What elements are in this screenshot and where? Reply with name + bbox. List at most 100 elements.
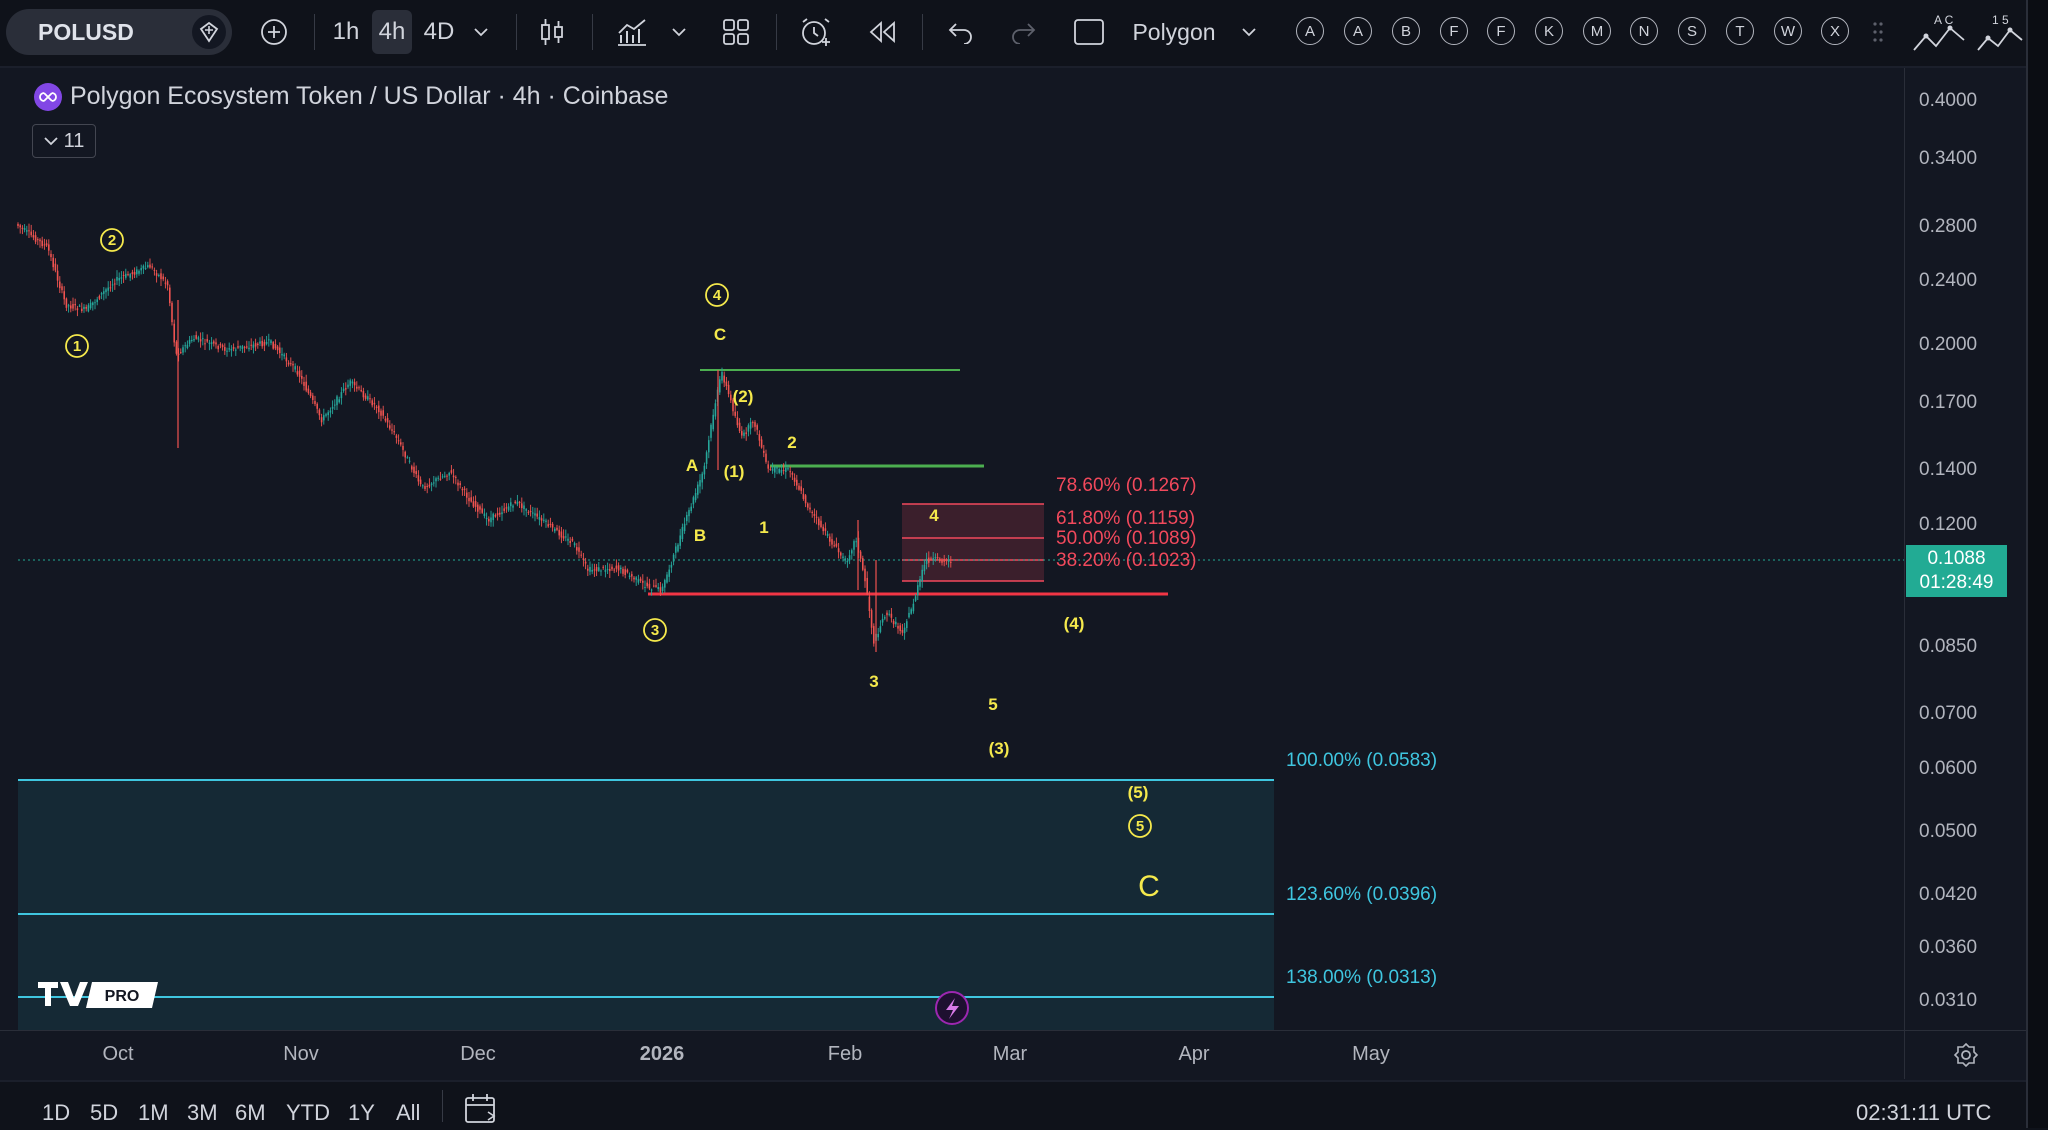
wave-tool-f-button[interactable]: F (1440, 17, 1468, 45)
wave-tool-s-button[interactable]: S (1678, 17, 1706, 45)
candle-body (606, 569, 609, 571)
candles-icon[interactable] (532, 10, 572, 54)
drag-handle-icon[interactable] (1866, 10, 1890, 54)
wave-tool-a-button[interactable]: A (1296, 17, 1324, 45)
candle-body (822, 526, 824, 532)
candle-body (584, 561, 587, 564)
time-axis[interactable]: Oct Nov Dec 2026 Feb Mar Apr May (0, 1030, 1904, 1079)
symbol-search[interactable]: POLUSD (6, 9, 232, 55)
utc-clock[interactable]: 02:31:11 UTC (1856, 1100, 1992, 1125)
candle-body (787, 468, 789, 470)
wave-label-5: 5 (988, 695, 997, 714)
candle-body (455, 476, 457, 478)
interval-1h[interactable]: 1h (332, 18, 360, 45)
candle-body (507, 506, 510, 511)
wave-tool-n-button[interactable]: N (1630, 17, 1658, 45)
fib-500-label: 50.00% (0.1089) (1056, 528, 1197, 549)
candle-body (582, 558, 585, 560)
wave-tool-t-button[interactable]: T (1726, 17, 1754, 45)
candle-body (873, 626, 875, 644)
drawing-dropdown-icon[interactable] (1236, 10, 1262, 54)
drawing-tool-select[interactable]: Polygon (1132, 18, 1216, 45)
redo-icon[interactable] (1004, 10, 1044, 54)
candle-body (609, 569, 611, 572)
candle-body (886, 612, 888, 616)
candle-body (301, 375, 303, 379)
wave-tool-w-button[interactable]: W (1774, 17, 1802, 45)
candle-body (210, 342, 213, 345)
candle-body (461, 488, 464, 491)
range-3m[interactable]: 3M (187, 1100, 218, 1125)
candle-body (939, 558, 941, 562)
range-all[interactable]: All (396, 1100, 421, 1125)
chart-settings-button[interactable] (1904, 1030, 2027, 1079)
interval-4d[interactable]: 4D (423, 18, 455, 45)
candle-body (450, 470, 453, 473)
undo-icon[interactable] (940, 10, 980, 54)
candle-body (481, 508, 483, 513)
candle-body (730, 394, 732, 401)
rectangle-tool-icon[interactable] (1068, 10, 1110, 54)
alert-icon[interactable] (794, 10, 838, 54)
time-tick-label: Dec (460, 1043, 496, 1065)
fib-786-label: 78.60% (0.1267) (1056, 475, 1197, 496)
range-1y[interactable]: 1Y (348, 1100, 375, 1125)
candle-body (43, 244, 46, 246)
indicators-toggle[interactable]: 11 (32, 124, 96, 158)
legend-title: Polygon Ecosystem Token / US Dollar · 4h… (70, 82, 669, 110)
favorite-wave-ac[interactable]: A C (1912, 10, 1966, 54)
wave-tool-a-button[interactable]: A (1344, 17, 1372, 45)
candle-body (276, 346, 279, 351)
candle-body (125, 273, 127, 278)
add-compare-button[interactable] (254, 10, 294, 54)
wave-tool-x-button[interactable]: X (1821, 17, 1849, 45)
price-tick-label: 0.4000 (1919, 90, 1978, 111)
candle-body (943, 558, 945, 562)
candle-body (912, 603, 915, 612)
candle-body (133, 271, 136, 275)
candle-body (765, 453, 767, 462)
candle-body (870, 610, 873, 628)
candle-body (477, 504, 479, 512)
candle-body (94, 302, 96, 304)
candle-body (573, 543, 576, 546)
range-1d[interactable]: 1D (42, 1100, 71, 1125)
wave-tool-b-button[interactable]: B (1392, 17, 1420, 45)
favorite-wave-15[interactable]: 1 5 (1976, 10, 2024, 54)
range-ytd[interactable]: YTD (286, 1100, 330, 1125)
candle-body (538, 517, 541, 520)
candle-body (767, 464, 769, 469)
interval-dropdown-icon[interactable] (466, 10, 496, 54)
candle-body (285, 357, 288, 362)
replay-icon[interactable] (860, 10, 904, 54)
candle-body (661, 586, 664, 592)
candle-body (906, 621, 908, 629)
candle-body (83, 306, 85, 309)
date-range-calendar-icon[interactable] (464, 1092, 498, 1129)
indicators-icon[interactable] (610, 10, 654, 54)
wave-tool-m-button[interactable]: M (1583, 17, 1611, 45)
candle-body (897, 626, 899, 629)
candle-body (147, 265, 149, 268)
range-6m[interactable]: 6M (235, 1100, 266, 1125)
candle-body (567, 538, 569, 541)
wave-tool-k-button[interactable]: K (1535, 17, 1563, 45)
time-tick-label: Mar (992, 1043, 1028, 1065)
lightning-icon[interactable] (935, 991, 969, 1025)
symbol-name: POLUSD (38, 18, 134, 45)
candle-body (688, 510, 690, 517)
add-symbol-icon[interactable] (192, 15, 226, 49)
range-5d[interactable]: 5D (90, 1100, 119, 1125)
candle-body (371, 400, 373, 406)
wave-tool-f-button[interactable]: F (1487, 17, 1515, 45)
candle-body (158, 274, 160, 276)
candle-body (705, 452, 708, 464)
candle-body (131, 272, 134, 275)
range-1m[interactable]: 1M (138, 1100, 169, 1125)
candle-body (950, 561, 952, 563)
layouts-icon[interactable] (716, 10, 756, 54)
chart-pane[interactable]: 78.60% (0.1267) 61.80% (0.1159) 50.00% (… (0, 68, 1904, 1030)
interval-4h[interactable]: 4h (372, 10, 412, 54)
candle-body (415, 471, 417, 475)
indicators-dropdown-icon[interactable] (666, 10, 692, 54)
